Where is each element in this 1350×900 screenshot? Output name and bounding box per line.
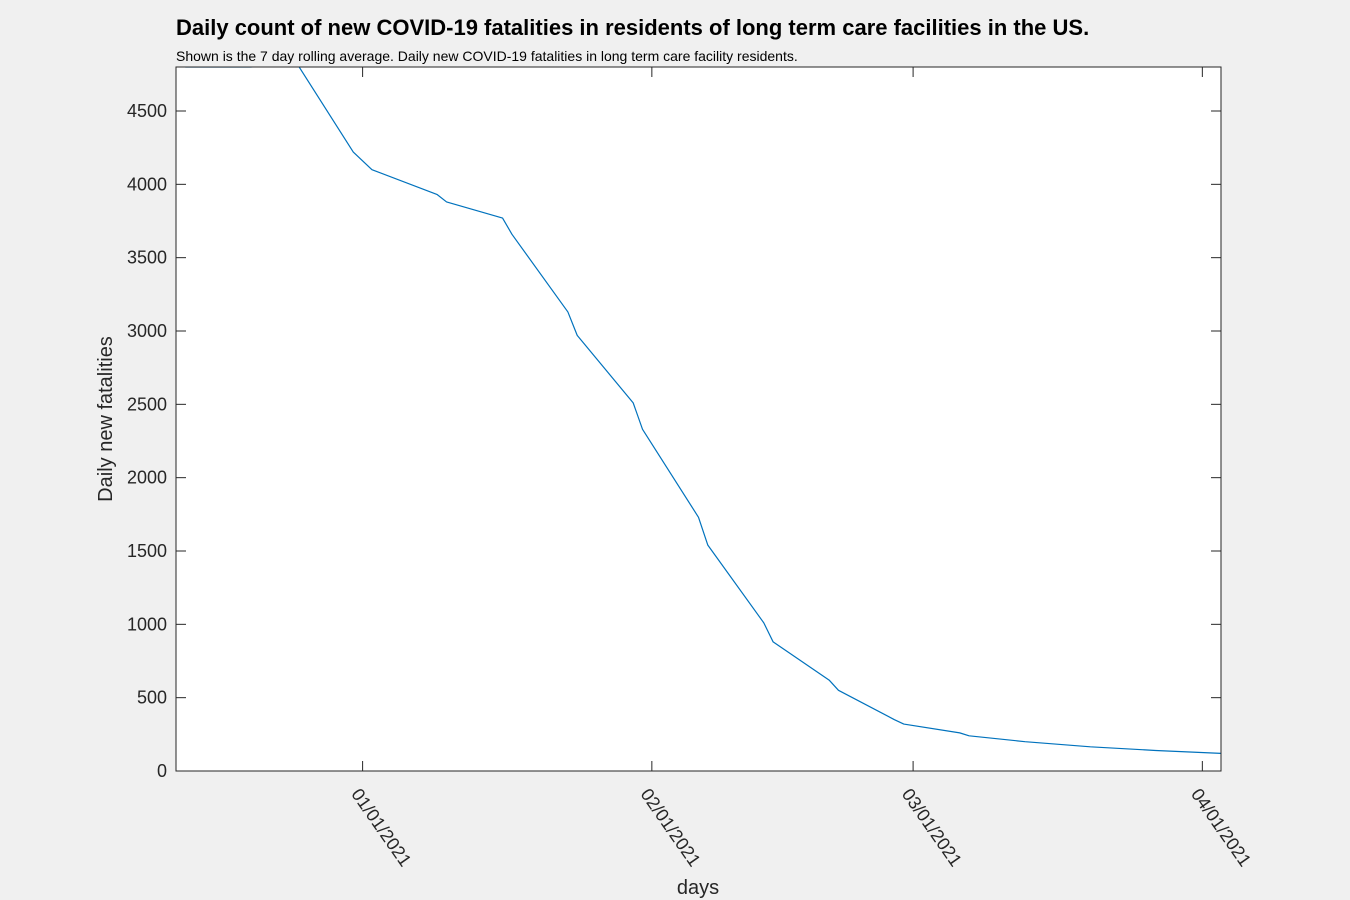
plot-area <box>176 67 1221 771</box>
x-axis-label: days <box>677 877 719 899</box>
x-tick-label: 03/01/2021 <box>898 785 966 870</box>
x-tick-label: 04/01/2021 <box>1187 785 1255 870</box>
chart-title: Daily count of new COVID-19 fatalities i… <box>176 15 1089 40</box>
y-tick-label: 3500 <box>127 248 167 268</box>
y-tick-label: 4000 <box>127 174 167 194</box>
series-line <box>185 67 1221 754</box>
series-layer <box>185 67 1221 754</box>
x-tick-label: 02/01/2021 <box>637 785 705 870</box>
x-tick-label: 01/01/2021 <box>347 785 415 870</box>
y-axis: 0 500 1000 1500 2000 2500 3000 3500 4000 4500 <box>127 101 1221 781</box>
plot-frame <box>175 66 1222 772</box>
y-tick-label: 2000 <box>127 468 167 488</box>
y-tick-label: 0 <box>157 761 167 781</box>
y-tick-label: 2500 <box>127 394 167 414</box>
y-tick-label: 500 <box>137 688 167 708</box>
y-tick-label: 4500 <box>127 101 167 121</box>
y-tick-label: 3000 <box>127 321 167 341</box>
y-tick-label: 1500 <box>127 541 167 561</box>
y-tick-label: 1000 <box>127 614 167 634</box>
y-axis-label: Daily new fatalities <box>95 336 117 502</box>
chart-subtitle: Shown is the 7 day rolling average. Dail… <box>176 48 798 64</box>
